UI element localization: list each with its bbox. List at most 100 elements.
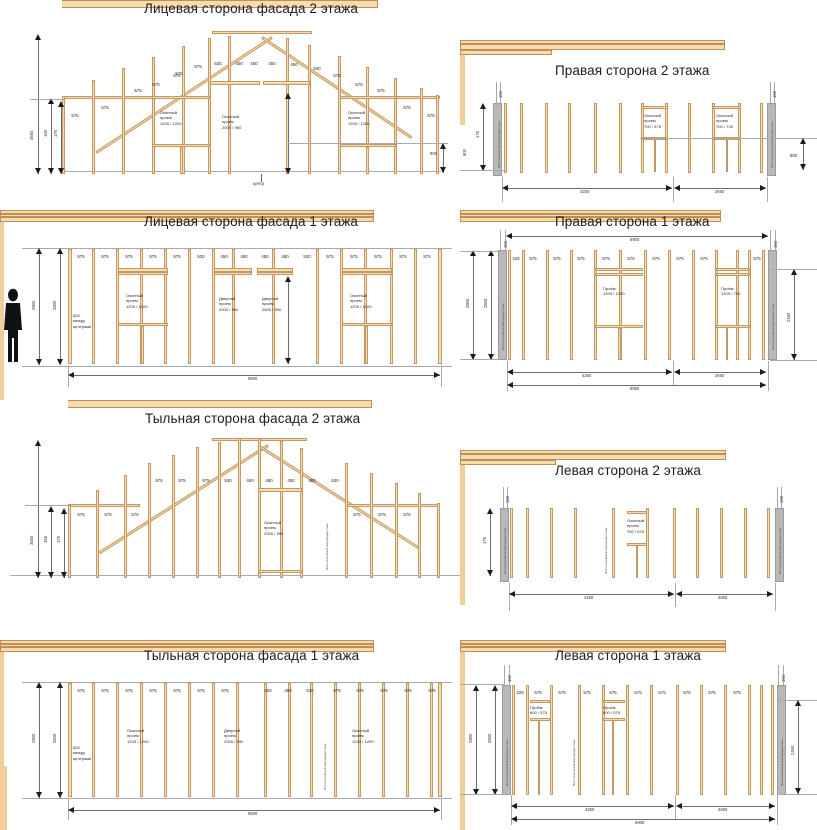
dimension-label: 4250: [584, 595, 594, 600]
stud-spacing-label: 575: [403, 512, 411, 517]
partition-note: Место монтажной перегородки стены: [772, 303, 775, 350]
dimension-label: 165: [43, 536, 48, 543]
stud-spacing-label: 575: [197, 688, 205, 693]
stud: [508, 250, 511, 360]
dimension-label: 6900: [630, 237, 640, 242]
dim-arrow: [760, 369, 766, 375]
stud-spacing-label: 450: [284, 688, 292, 693]
dimension-label: 6900: [635, 820, 645, 825]
wall-end-block-left: [502, 685, 511, 795]
dim-arrow: [58, 168, 64, 174]
wall-end-block-right: [767, 103, 776, 176]
opening-label: Оконный проем 1200 / 1200: [352, 728, 374, 744]
dim-arrow: [767, 591, 773, 597]
window-sill: [118, 323, 168, 326]
extension-line: [768, 361, 769, 391]
extension-line: [673, 177, 674, 202]
dim-arrow: [760, 382, 766, 388]
opening-label: Оконный проем 700 / 575: [627, 518, 645, 534]
stud: [578, 685, 581, 795]
stud-spacing-label: 575: [733, 690, 741, 695]
stud: [300, 448, 303, 578]
dim-arrow: [769, 803, 775, 809]
dimension-line: [504, 188, 672, 189]
dimension-label: 175: [53, 130, 58, 137]
stud-spacing-label: 450: [265, 478, 273, 483]
sill-plate: [460, 44, 725, 50]
stud-spacing-label: 575: [380, 688, 388, 693]
dimension-line: [39, 684, 40, 798]
dimension-line: [483, 105, 484, 171]
panel-back-facade-2nd-floor: Тыльная сторона фасада 2 этажа: [0, 400, 460, 600]
dimension-label: 175: [482, 537, 487, 544]
stud: [418, 493, 421, 578]
dim-arrow: [473, 789, 479, 795]
stud: [414, 249, 417, 364]
window-header: [210, 81, 260, 85]
stud-spacing-label: 575: [221, 688, 229, 693]
sill-plate-2: [460, 50, 552, 55]
dimension-label: 4250: [580, 189, 590, 194]
stud-spacing-label: 575: [652, 256, 660, 261]
wall-end-block-right: [768, 250, 777, 360]
stud: [358, 683, 361, 797]
dimension-label: 150: [781, 675, 786, 682]
door-header-2: [257, 272, 293, 275]
dimension-label: 3550: [29, 535, 34, 545]
stud: [430, 683, 433, 797]
dimension-line: [509, 372, 672, 373]
ground-line: [0, 171, 450, 172]
door-header-2: [214, 272, 252, 275]
stud-spacing-label: 575: [71, 113, 79, 118]
stud-spacing-label: 575: [558, 690, 566, 695]
stud: [668, 250, 671, 360]
stud: [280, 441, 283, 578]
post: [0, 652, 4, 766]
top-reference-line: [22, 248, 452, 249]
dim-arrow: [507, 369, 513, 375]
wall-end-block-right: [775, 508, 784, 582]
post: [0, 337, 4, 452]
partition-stud: [460, 55, 465, 125]
stud: [395, 483, 398, 578]
stud-spacing-label: 575: [658, 690, 666, 695]
dim-arrow: [57, 682, 63, 688]
cripple-stud: [538, 720, 540, 795]
stud: [148, 463, 151, 578]
stud-spacing-label: 530: [214, 61, 222, 66]
stud-spacing-label: 575: [353, 512, 361, 517]
stud: [218, 442, 221, 578]
dimension-label: 150: [503, 241, 508, 248]
stud: [92, 249, 95, 364]
top-plate: [460, 450, 726, 454]
dimension-label: 2900: [31, 300, 36, 310]
dim-arrow: [760, 185, 766, 191]
opening-label: Оконный проем 1200 / 1200: [348, 110, 370, 126]
stud-spacing-label: 575: [428, 688, 436, 693]
stud-spacing-label: 575: [609, 690, 617, 695]
extension-line: [496, 82, 497, 107]
extension-line: [511, 795, 512, 825]
sill-plate: [460, 454, 726, 460]
extension-line: [460, 359, 500, 360]
extension-line: [509, 665, 510, 687]
sill-plate: [460, 647, 726, 652]
partition-note: Место монтажной перегородки стены: [781, 739, 784, 786]
stud: [406, 683, 409, 797]
stud: [140, 683, 143, 797]
sky-mask-left: [0, 0, 62, 172]
wall-end-block-left: [493, 103, 502, 176]
cripple-stud: [180, 147, 183, 174]
stud: [602, 685, 605, 795]
stud: [550, 685, 553, 795]
window-header: [258, 488, 302, 492]
stud: [715, 250, 718, 360]
stud-spacing-label: 575: [134, 88, 142, 93]
extension-line: [675, 583, 676, 607]
extension-line: [673, 361, 674, 385]
extension-line: [505, 230, 506, 252]
stud: [767, 508, 770, 578]
window-sill: [603, 718, 625, 721]
extension-line: [777, 795, 778, 825]
stud-spacing-label: 575: [77, 688, 85, 693]
